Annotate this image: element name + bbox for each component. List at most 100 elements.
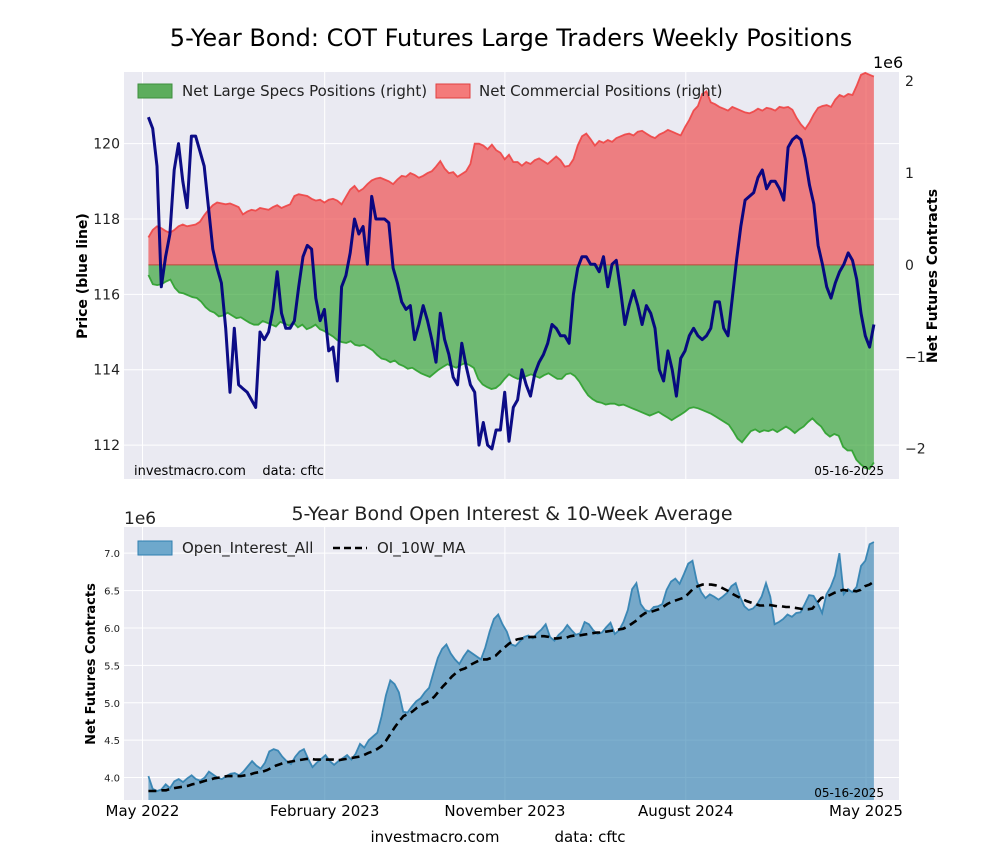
- price-point-59: [401, 301, 402, 302]
- series-1-point-91: [539, 158, 540, 159]
- series-1-point-94: [551, 160, 552, 161]
- oi-point-93: [549, 636, 550, 637]
- positions-right-tick-3: 1: [905, 166, 914, 182]
- oi-ma-point-81: [504, 647, 505, 648]
- oi-ma-point-121: [680, 598, 681, 599]
- series-1-point-74: [466, 171, 467, 172]
- price-point-144: [766, 188, 767, 189]
- price-point-157: [822, 264, 823, 265]
- oi-ma-point-114: [649, 612, 650, 613]
- open-interest-title: 5-Year Bond Open Interest & 10-Week Aver…: [291, 503, 732, 525]
- oi-ma-point-133: [733, 594, 734, 595]
- series-1-point-93: [547, 163, 548, 164]
- oi-ma-point-48: [359, 756, 360, 757]
- series-0-point-12: [201, 301, 202, 302]
- oi-point-126: [692, 560, 693, 561]
- series-1-point-146: [775, 110, 776, 111]
- price-point-78: [483, 422, 484, 423]
- oi-point-95: [558, 634, 559, 635]
- series-1-point-116: [646, 133, 647, 134]
- price-point-151: [796, 136, 797, 137]
- price-point-142: [757, 177, 758, 178]
- series-1-point-125: [684, 127, 685, 128]
- series-0-point-118: [667, 417, 668, 418]
- series-0-point-97: [574, 376, 575, 377]
- oi-ma-point-36: [306, 758, 307, 759]
- oi-ma-point-11: [196, 783, 197, 784]
- oi-ma-point-13: [205, 780, 206, 781]
- price-point-126: [689, 335, 690, 336]
- series-1-point-113: [633, 135, 634, 136]
- series-0-point-76: [482, 384, 483, 385]
- positions-right-ticks: −2 −1 0 1 2: [905, 74, 926, 457]
- oi-ma-point-80: [500, 651, 501, 652]
- open-interest-multiplier: 1e6: [124, 509, 156, 529]
- price-point-146: [775, 181, 776, 182]
- series-0-point-70: [456, 367, 457, 368]
- oi-ma-point-46: [350, 758, 351, 759]
- oi-point-101: [584, 621, 585, 622]
- oi-ma-point-162: [860, 589, 861, 590]
- oi-point-52: [372, 736, 373, 737]
- price-point-104: [594, 264, 595, 265]
- oi-ma-point-96: [570, 636, 571, 637]
- oi-ma-point-164: [869, 584, 870, 585]
- series-0-point-84: [517, 378, 518, 379]
- oi-ma-point-31: [284, 762, 285, 763]
- series-1-point-61: [410, 173, 411, 174]
- oi-ma-point-88: [535, 636, 536, 637]
- series-0-point-81: [504, 378, 505, 379]
- positions-left-tick-3: 118: [93, 212, 120, 228]
- price-point-4: [165, 256, 166, 257]
- oi-ma-point-4: [165, 790, 166, 791]
- oi-point-136: [735, 583, 736, 584]
- oi-ma-point-12: [201, 781, 202, 782]
- oi-ma-point-73: [469, 665, 470, 666]
- oi-y-tick-5: 6.5: [104, 587, 120, 598]
- series-1-point-115: [642, 130, 643, 131]
- series-0-point-1: [152, 284, 153, 285]
- series-0-point-22: [245, 320, 246, 321]
- price-point-117: [650, 313, 651, 314]
- oi-point-59: [403, 711, 404, 712]
- oi-ma-point-78: [491, 657, 492, 658]
- price-point-106: [603, 256, 604, 257]
- oi-ma-point-145: [785, 606, 786, 607]
- series-1-point-110: [620, 136, 621, 137]
- series-1-point-167: [865, 72, 866, 73]
- positions-left-tick-0: 112: [93, 438, 120, 454]
- price-point-138: [740, 226, 741, 227]
- oi-y-tick-4: 6.0: [104, 624, 120, 635]
- series-0-point-82: [508, 374, 509, 375]
- price-point-101: [581, 256, 582, 257]
- price-point-65: [427, 320, 428, 321]
- oi-y-tick-2: 5.0: [104, 699, 120, 710]
- price-point-88: [526, 384, 527, 385]
- series-1-point-71: [453, 172, 454, 173]
- price-point-32: [285, 328, 286, 329]
- oi-point-86: [519, 641, 520, 642]
- oi-point-146: [778, 621, 779, 622]
- series-1-point-13: [204, 215, 205, 216]
- series-0-point-57: [398, 364, 399, 365]
- oi-point-58: [398, 692, 399, 693]
- open-interest-area: [147, 541, 875, 800]
- series-1-point-144: [766, 107, 767, 108]
- oi-point-139: [748, 609, 749, 610]
- series-0-point-91: [548, 373, 549, 374]
- oi-point-150: [796, 612, 797, 613]
- oi-y-tick-0: 4.0: [104, 774, 120, 785]
- price-point-57: [393, 267, 394, 268]
- open-interest-chart: 5-Year Bond Open Interest & 10-Week Aver…: [84, 503, 903, 820]
- oi-point-9: [187, 778, 188, 779]
- oi-point-107: [610, 622, 611, 623]
- series-1-point-104: [594, 145, 595, 146]
- oi-point-15: [213, 774, 214, 775]
- oi-point-88: [528, 635, 529, 636]
- series-0-point-150: [807, 421, 808, 422]
- series-1-point-102: [586, 133, 587, 134]
- series-1-point-164: [852, 94, 853, 95]
- series-1-point-158: [826, 105, 827, 106]
- series-0-point-140: [763, 430, 764, 431]
- legend-swatch-open-interest: [137, 540, 173, 556]
